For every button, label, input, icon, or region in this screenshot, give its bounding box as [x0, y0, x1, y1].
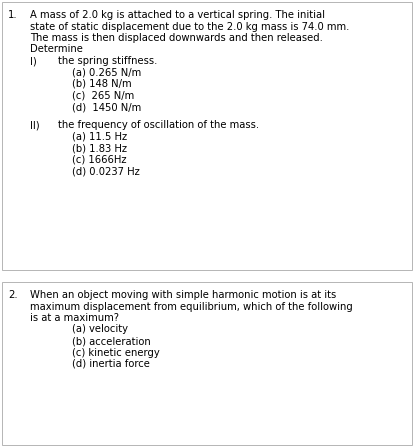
Text: (b) acceleration: (b) acceleration [72, 336, 150, 346]
Text: (a) velocity: (a) velocity [72, 324, 128, 335]
Bar [2, 282, 411, 445]
Text: is at a maximum?: is at a maximum? [30, 313, 119, 323]
Text: 1.: 1. [8, 10, 18, 20]
Text: (b) 1.83 Hz: (b) 1.83 Hz [72, 143, 127, 153]
Text: maximum displacement from equilibrium, which of the following: maximum displacement from equilibrium, w… [30, 302, 352, 311]
Text: (d) inertia force: (d) inertia force [72, 359, 150, 369]
Text: (c)  265 N/m: (c) 265 N/m [72, 90, 134, 100]
Text: A mass of 2.0 kg is attached to a vertical spring. The initial: A mass of 2.0 kg is attached to a vertic… [30, 10, 324, 20]
Text: I): I) [30, 56, 37, 66]
Text: When an object moving with simple harmonic motion is at its: When an object moving with simple harmon… [30, 290, 335, 300]
Text: the frequency of oscillation of the mass.: the frequency of oscillation of the mass… [58, 121, 259, 130]
Text: the spring stiffness.: the spring stiffness. [58, 56, 157, 66]
Text: (a) 0.265 N/m: (a) 0.265 N/m [72, 68, 141, 78]
Text: The mass is then displaced downwards and then released.: The mass is then displaced downwards and… [30, 33, 322, 43]
Text: (d)  1450 N/m: (d) 1450 N/m [72, 102, 141, 112]
Text: II): II) [30, 121, 40, 130]
Text: (a) 11.5 Hz: (a) 11.5 Hz [72, 132, 127, 142]
Text: (c) kinetic energy: (c) kinetic energy [72, 348, 159, 358]
Text: state of static displacement due to the 2.0 kg mass is 74.0 mm.: state of static displacement due to the … [30, 22, 349, 31]
Text: Determine: Determine [30, 44, 83, 55]
Bar [2, 2, 411, 270]
Text: 2.: 2. [8, 290, 18, 300]
Text: (d) 0.0237 Hz: (d) 0.0237 Hz [72, 166, 140, 177]
Text: (b) 148 N/m: (b) 148 N/m [72, 79, 131, 89]
Text: (c) 1666Hz: (c) 1666Hz [72, 155, 126, 165]
